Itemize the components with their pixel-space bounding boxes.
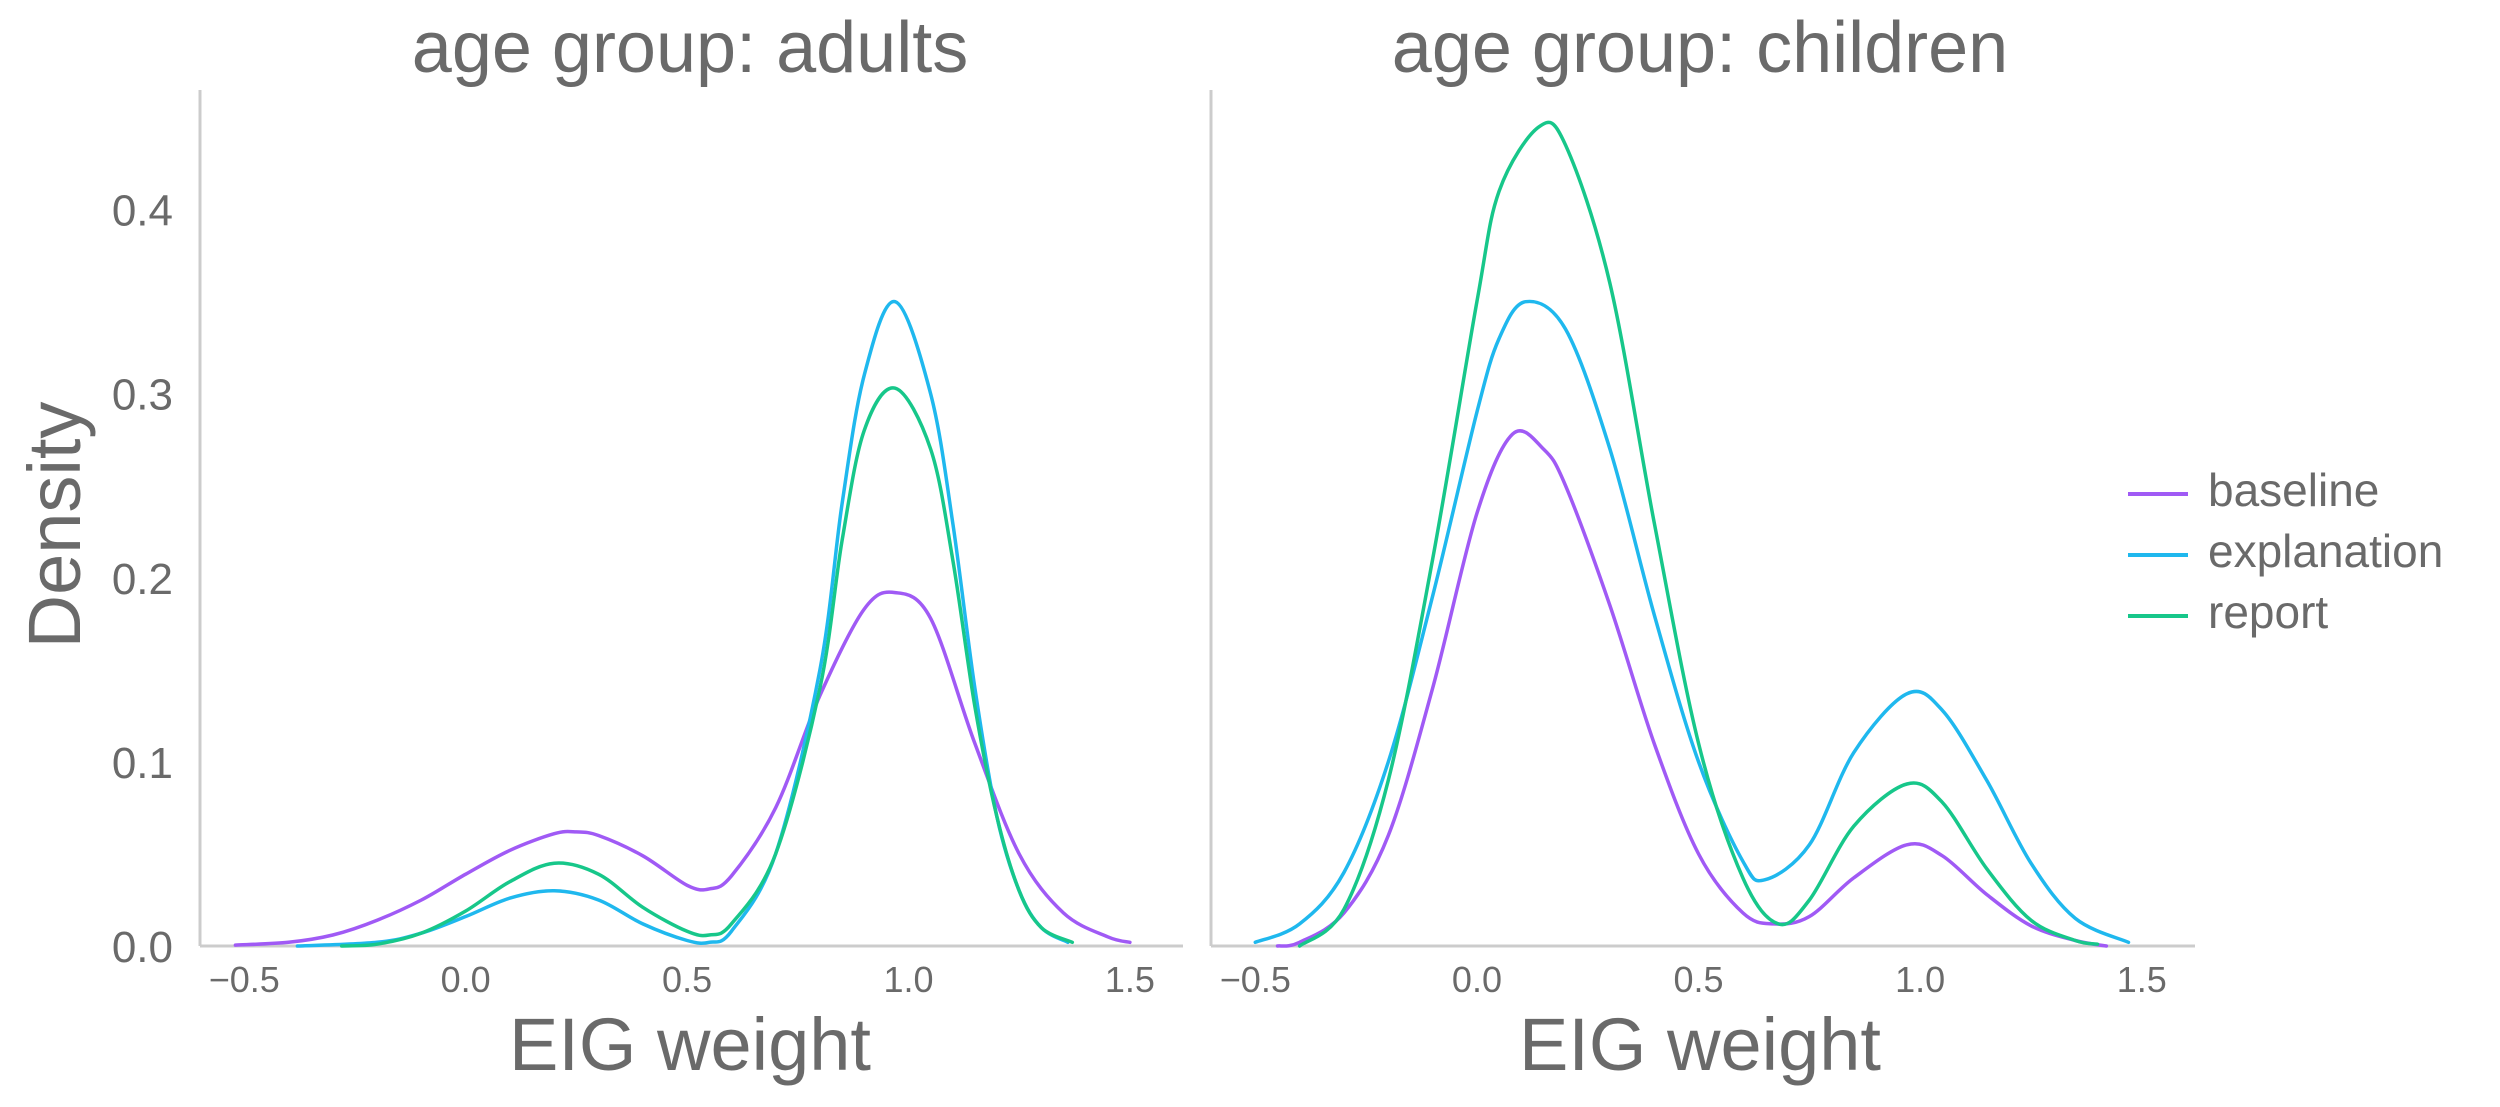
density-curve-explanation-children	[1253, 299, 2131, 945]
x-ticks-children: −0.5 0.0 0.5 1.0 1.5	[1220, 959, 2167, 1000]
density-curve-report-children	[1297, 120, 2100, 948]
y-tick-label: 0.4	[112, 187, 173, 236]
legend-label-explanation: explanation	[2208, 525, 2443, 577]
x-axis-label-children: EIG weight	[1519, 1003, 1881, 1086]
panel-adults: age group: adults 0.0 0.1 0.2 0.3 0.4 −0.5 0.…	[112, 8, 1183, 1086]
legend-label-baseline: baseline	[2208, 464, 2379, 516]
y-axis-label: Density	[13, 402, 96, 649]
y-tick-label: 0.3	[112, 371, 173, 420]
legend-item-explanation: explanation	[2128, 525, 2443, 577]
legend-item-report: report	[2128, 586, 2328, 638]
y-tick-label: 0.2	[112, 555, 173, 604]
x-tick-label: 0.5	[662, 959, 712, 1000]
x-tick-label: 0.5	[1674, 959, 1724, 1000]
legend-label-report: report	[2208, 586, 2328, 638]
y-tick-label: 0.1	[112, 739, 173, 788]
x-tick-label: 0.0	[1452, 959, 1502, 1000]
x-tick-label: 1.5	[1105, 959, 1155, 1000]
y-ticks-adults: 0.0 0.1 0.2 0.3 0.4	[112, 187, 173, 972]
x-tick-label: 1.0	[883, 959, 933, 1000]
panel-title-children: age group: children	[1392, 8, 2008, 88]
curves-children	[1253, 120, 2131, 948]
panel-title-adults: age group: adults	[412, 8, 968, 88]
density-curve-explanation-adults	[295, 299, 1070, 948]
legend-item-baseline: baseline	[2128, 464, 2379, 516]
x-ticks-adults: −0.5 0.0 0.5 1.0 1.5	[209, 959, 1155, 1000]
density-curve-report-adults	[339, 386, 1075, 948]
x-tick-label: 0.0	[441, 959, 491, 1000]
curves-adults	[233, 299, 1132, 948]
x-tick-label: 1.0	[1895, 959, 1945, 1000]
panel-children: age group: children −0.5 0.0 0.5 1.0 1.5 EIG…	[1209, 8, 2195, 1086]
x-tick-label: −0.5	[1220, 959, 1291, 1000]
legend: baseline explanation report	[2128, 464, 2443, 638]
density-curve-baseline-children	[1275, 429, 2109, 948]
y-tick-label: 0.0	[112, 923, 173, 972]
x-axis-label-adults: EIG weight	[509, 1003, 871, 1086]
x-tick-label: 1.5	[2117, 959, 2167, 1000]
x-tick-label: −0.5	[209, 959, 280, 1000]
density-curve-baseline-adults	[233, 590, 1132, 947]
